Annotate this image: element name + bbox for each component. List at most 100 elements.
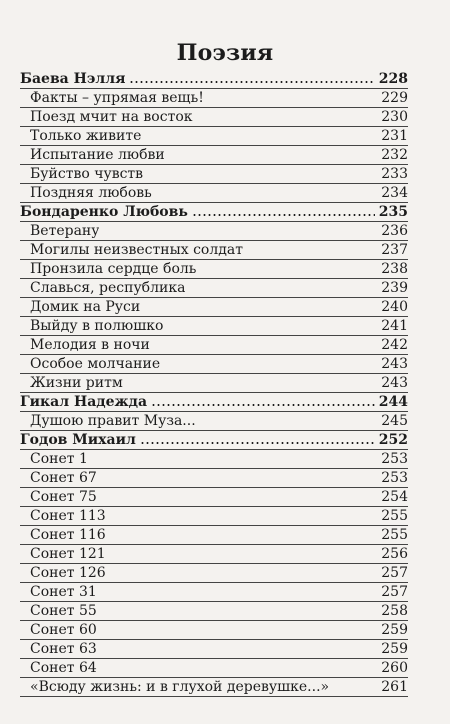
page-number: 239 (381, 280, 408, 296)
page-number: 258 (381, 603, 408, 619)
author-name: Гикал Надежда (20, 394, 148, 410)
toc-author-entry: Бондаренко Любовь 235 (20, 203, 408, 222)
poem-title: «Всюду жизнь: и в глухой деревушке...» (30, 679, 330, 695)
poem-title: Сонет 121 (30, 546, 106, 562)
poem-title: Выйду в полюшко (30, 318, 164, 334)
page-number: 230 (381, 109, 408, 125)
poem-title: Сонет 116 (30, 527, 106, 543)
page-number: 257 (381, 584, 408, 600)
page-number: 235 (378, 204, 408, 220)
poem-title: Факты – упрямая вещь! (30, 90, 204, 106)
dot-leader (333, 688, 377, 692)
toc-poem-entry: Испытание любви 232 (20, 146, 408, 165)
toc-poem-entry: Сонет 64 260 (20, 659, 408, 678)
page-number: 253 (381, 451, 408, 467)
dot-leader (147, 175, 377, 179)
page-number: 261 (381, 679, 408, 695)
dot-leader (110, 555, 378, 559)
poem-title: Буйство чувств (30, 166, 144, 182)
dot-leader (197, 118, 378, 122)
page-number: 231 (381, 128, 408, 144)
toc-poem-entry: «Всюду жизнь: и в глухой деревушке...» 26… (20, 678, 408, 697)
toc-poem-entry: Сонет 1 253 (20, 450, 408, 469)
poem-title: Сонет 64 (30, 660, 97, 676)
dot-leader (156, 194, 377, 198)
author-name: Бондаренко Любовь (20, 204, 188, 220)
page-number: 237 (381, 242, 408, 258)
page-number: 255 (381, 527, 408, 543)
page-number: 260 (381, 660, 408, 676)
toc-poem-entry: Сонет 121 256 (20, 545, 408, 564)
dot-leader (110, 536, 378, 540)
dot-leader (145, 137, 377, 141)
toc-poem-entry: Поздняя любовь 234 (20, 184, 408, 203)
toc-poem-entry: Сонет 55 258 (20, 602, 408, 621)
dot-leader (191, 213, 375, 217)
toc-poem-entry: Домик на Руси 240 (20, 298, 408, 317)
toc-author-entry: Годов Михаил 252 (20, 431, 408, 450)
page-number: 236 (381, 223, 408, 239)
dot-leader (103, 232, 377, 236)
toc-poem-entry: Сонет 126 257 (20, 564, 408, 583)
toc-poem-entry: Только живите 231 (20, 127, 408, 146)
page-number: 242 (381, 337, 408, 353)
page-number: 243 (381, 356, 408, 372)
toc-poem-entry: Мелодия в ночи 242 (20, 336, 408, 355)
toc-poem-entry: Жизни ритм 243 (20, 374, 408, 393)
toc-poem-entry: Факты – упрямая вещь! 229 (20, 89, 408, 108)
poem-title: Только живите (30, 128, 142, 144)
toc-poem-entry: Душою правит Муза... 245 (20, 412, 408, 431)
poem-title: Сонет 113 (30, 508, 106, 524)
dot-leader (101, 498, 377, 502)
page-number: 245 (381, 413, 408, 429)
page-number: 232 (381, 147, 408, 163)
page-number: 241 (381, 318, 408, 334)
dot-leader (101, 650, 377, 654)
dot-leader (200, 422, 378, 426)
page-number: 244 (378, 394, 408, 410)
poem-title: Могилы неизвестных солдат (30, 242, 243, 258)
page-number: 243 (381, 375, 408, 391)
author-name: Годов Михаил (20, 432, 136, 448)
poem-title: Сонет 55 (30, 603, 97, 619)
toc-poem-entry: Ветерану 236 (20, 222, 408, 241)
page-number: 255 (381, 508, 408, 524)
dot-leader (101, 612, 377, 616)
page-number: 234 (381, 185, 408, 201)
poem-title: Пронзила сердце боль (30, 261, 197, 277)
dot-leader (154, 346, 377, 350)
dot-leader (151, 403, 375, 407)
dot-leader (127, 384, 378, 388)
page-number: 240 (381, 299, 408, 315)
dot-leader (164, 365, 377, 369)
dot-leader (92, 460, 377, 464)
poem-title: Жизни ритм (30, 375, 123, 391)
dot-leader (144, 308, 377, 312)
toc-poem-entry: Сонет 75 254 (20, 488, 408, 507)
poem-title: Сонет 63 (30, 641, 97, 657)
toc-poem-entry: Сонет 31 257 (20, 583, 408, 602)
page-number: 238 (381, 261, 408, 277)
toc-poem-entry: Сонет 63 259 (20, 640, 408, 659)
dot-leader (208, 99, 377, 103)
dot-leader (139, 441, 375, 445)
toc-poem-entry: Сонет 116 255 (20, 526, 408, 545)
dot-leader (110, 517, 378, 521)
toc-poem-entry: Сонет 113 255 (20, 507, 408, 526)
page-number: 228 (378, 71, 408, 87)
table-of-contents: Баева Нэлля 228 Факты – упрямая вещь! 229 По… (20, 70, 408, 697)
dot-leader (200, 270, 377, 274)
poem-title: Мелодия в ночи (30, 337, 150, 353)
page-number: 233 (381, 166, 408, 182)
toc-author-entry: Гикал Надежда 244 (20, 393, 408, 412)
toc-poem-entry: Славься, республика 239 (20, 279, 408, 298)
poem-title: Сонет 60 (30, 622, 97, 638)
dot-leader (247, 251, 377, 255)
dot-leader (101, 631, 377, 635)
toc-poem-entry: Выйду в полюшко 241 (20, 317, 408, 336)
dot-leader (167, 327, 377, 331)
page-number: 252 (378, 432, 408, 448)
poem-title: Поезд мчит на восток (30, 109, 193, 125)
poem-title: Особое молчание (30, 356, 161, 372)
